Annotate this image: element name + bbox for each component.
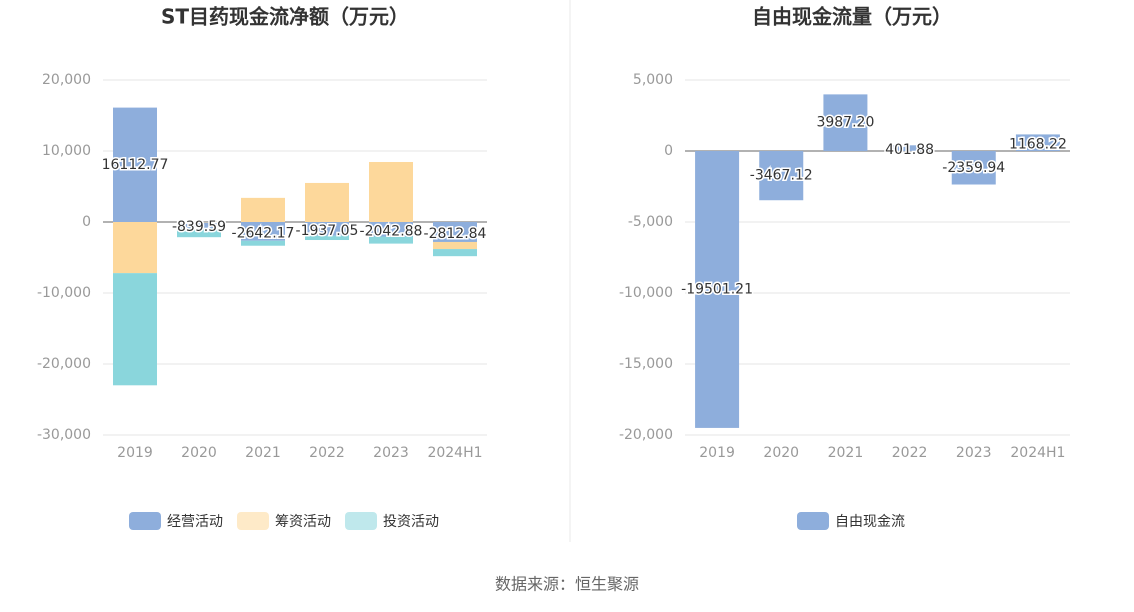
bar	[177, 222, 221, 228]
y-tick-label: -5,000	[628, 214, 673, 230]
legend-swatch	[237, 512, 269, 530]
y-tick-label: -10,000	[619, 285, 673, 301]
x-tick-label: 2023	[373, 445, 409, 461]
data-label: -2042.88	[360, 223, 423, 239]
bar	[433, 249, 477, 257]
chart-title: 自由现金流量（万元）	[752, 5, 952, 29]
bar	[241, 197, 285, 222]
bar	[113, 273, 157, 386]
bar	[369, 236, 413, 244]
x-tick-label: 2020	[763, 445, 799, 461]
y-tick-label: 5,000	[633, 72, 673, 88]
source: 数据来源：恒生聚源	[495, 575, 639, 594]
bar	[887, 145, 932, 151]
data-label: -19501.21	[681, 281, 753, 297]
y-tick-label: -15,000	[619, 356, 673, 372]
legend-swatch	[345, 512, 377, 530]
data-label: -2812.84	[424, 226, 487, 242]
bar	[695, 151, 740, 428]
data-label: -2642.17	[232, 225, 295, 241]
bar	[305, 235, 349, 241]
data-label: 16112.77	[102, 157, 169, 173]
legend-swatch	[129, 512, 161, 530]
bar	[177, 227, 221, 238]
bar	[177, 222, 221, 223]
bar	[113, 222, 157, 274]
bar	[369, 222, 413, 237]
legend-label: 自由现金流	[835, 514, 905, 530]
y-tick-label: 0	[82, 214, 91, 230]
x-tick-label: 2024H1	[427, 445, 482, 461]
data-label: -839.59	[172, 219, 226, 235]
legend-label: 投资活动	[383, 514, 439, 530]
x-tick-label: 2024H1	[1010, 445, 1065, 461]
y-tick-label: 10,000	[42, 143, 91, 159]
bar	[433, 241, 477, 250]
y-tick-label: -20,000	[619, 427, 673, 443]
bar	[305, 222, 349, 236]
data-label: 401.88	[885, 142, 934, 158]
data-label: -2359.94	[942, 160, 1005, 176]
x-tick-label: 2019	[117, 445, 153, 461]
bar	[1015, 134, 1060, 151]
bar	[433, 222, 477, 242]
bar	[241, 222, 285, 241]
x-tick-label: 2022	[892, 445, 928, 461]
x-tick-label: 2019	[699, 445, 735, 461]
bar	[823, 94, 868, 151]
y-tick-label: -20,000	[37, 356, 91, 372]
data-label: -3467.12	[750, 168, 813, 184]
legend-label: 筹资活动	[275, 513, 331, 530]
bar	[759, 151, 804, 201]
bar	[241, 240, 285, 246]
legend-label: 经营活动	[167, 514, 223, 530]
chart-title: ST目药现金流净额（万元）	[161, 5, 409, 29]
bar	[951, 151, 996, 185]
y-tick-label: 20,000	[42, 72, 91, 88]
data-label: -1937.05	[296, 223, 359, 239]
data-label: 3987.20	[816, 115, 874, 131]
data-label: 1168.22	[1009, 137, 1067, 153]
bar	[305, 182, 349, 222]
bar	[369, 162, 413, 222]
legend-swatch	[797, 512, 829, 530]
x-tick-label: 2021	[828, 445, 864, 461]
x-tick-label: 2020	[181, 445, 217, 461]
x-tick-label: 2021	[245, 445, 281, 461]
y-tick-label: -30,000	[37, 427, 91, 443]
y-tick-label: -10,000	[37, 285, 91, 301]
x-tick-label: 2023	[956, 445, 992, 461]
y-tick-label: 0	[664, 143, 673, 159]
bar	[113, 107, 157, 222]
x-tick-label: 2022	[309, 445, 345, 461]
